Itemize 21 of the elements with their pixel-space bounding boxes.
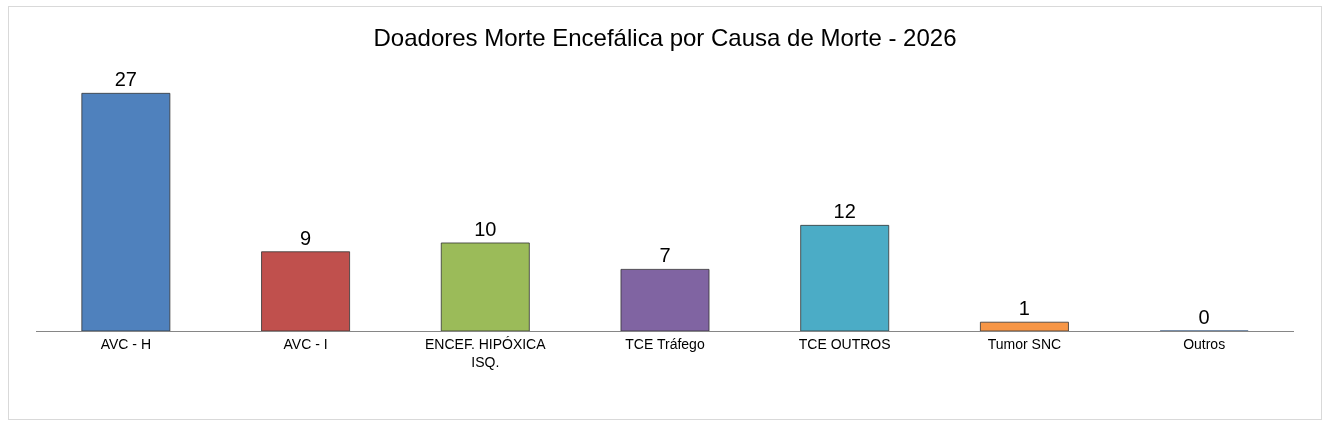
x-tick-label: Tumor SNC [987,335,1062,352]
chart-title: Doadores Morte Encefálica por Causa de Morte - 2026 [373,24,957,52]
x-tick-label: Outros [1183,335,1226,352]
data-label: 7 [659,244,671,267]
data-label: 27 [114,68,137,91]
data-label: 0 [1198,306,1210,328]
bar [261,251,350,331]
data-label: 1 [1018,297,1030,320]
x-tick-label: TCE Tráfego [625,335,705,352]
bar [800,224,890,331]
x-tick-label: TCE OUTROS [798,335,891,352]
bar [81,92,171,331]
bar [620,268,710,331]
data-label: 12 [833,200,856,223]
bar [440,242,530,331]
bar [980,321,1069,331]
data-label: 9 [300,226,312,249]
x-tick-label: AVC - H [100,335,152,352]
x-tick-label: ENCEF. HIPÓXICA ISQ. [424,335,547,370]
x-tick-label: AVC - I [283,335,328,352]
data-label: 10 [474,217,497,240]
